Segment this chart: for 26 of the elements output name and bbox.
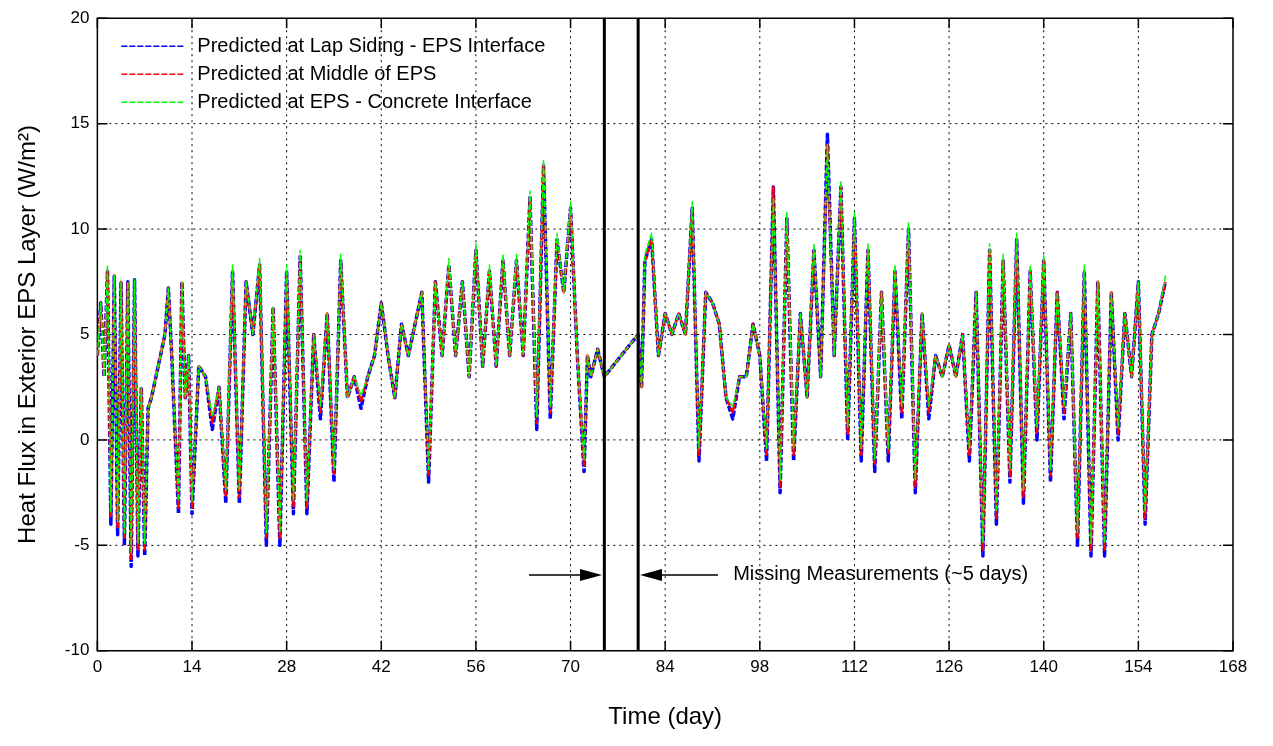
annotation: Missing Measurements (~5 days): [733, 562, 1029, 585]
legend-label: Predicted at EPS - Concrete Interface: [197, 89, 532, 112]
legend-label: Predicted at Lap Siding - EPS Interface: [197, 33, 546, 56]
x-tick-label: 28: [277, 656, 297, 676]
x-tick-label: 56: [466, 656, 486, 676]
y-tick-label: 5: [79, 324, 90, 344]
x-tick-label: 42: [371, 656, 391, 676]
x-tick-label: 14: [182, 656, 202, 676]
x-tick-label: 98: [750, 656, 770, 676]
x-tick-label: 0: [92, 656, 103, 676]
x-tick-label: 154: [1124, 656, 1153, 676]
y-tick-label: -5: [74, 535, 90, 555]
x-tick-label: 140: [1029, 656, 1058, 676]
x-tick-label: 84: [655, 656, 675, 676]
x-axis-title: Time (day): [608, 702, 723, 730]
x-tick-label: 70: [561, 656, 581, 676]
y-tick-label: 10: [70, 218, 90, 238]
y-tick-label: -10: [64, 640, 90, 660]
x-tick-label: 112: [840, 656, 869, 676]
legend-label: Predicted at Middle of EPS: [197, 61, 437, 84]
y-tick-label: 20: [70, 7, 90, 27]
y-tick-label: 0: [79, 429, 90, 449]
y-tick-label: 15: [70, 113, 90, 133]
x-tick-label: 168: [1218, 656, 1248, 676]
y-axis-title: Heat Flux in Exterior EPS Layer (W/m²): [13, 125, 41, 544]
x-tick-label: 126: [934, 656, 964, 676]
